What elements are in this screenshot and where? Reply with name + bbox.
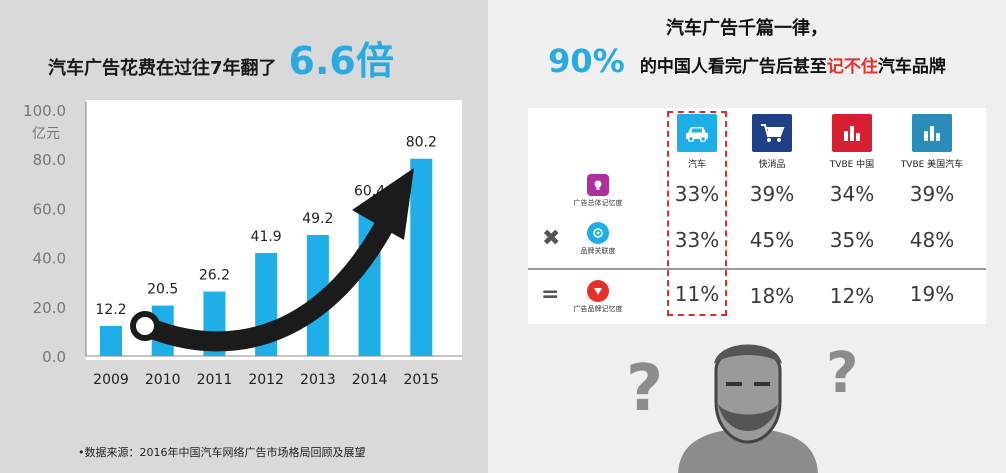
column-header-tvbe-us-auto: TVBE 美国汽车 bbox=[892, 114, 972, 170]
row-header-brand-link: 品牌关联度 bbox=[563, 222, 633, 256]
right-title-part1: 的中国人看完广告后甚至 bbox=[639, 57, 827, 77]
brand-icon bbox=[587, 222, 609, 244]
bar bbox=[100, 325, 122, 356]
right-title-line1: 汽车广告千篇一律， bbox=[666, 18, 828, 39]
car-column-highlight bbox=[667, 111, 727, 316]
y-tick-label: 40.0 bbox=[33, 250, 66, 268]
data-source: •数据来源：2016年中国汽车网络广告市场格局回顾及展望 bbox=[78, 446, 366, 459]
table-cell: 34% bbox=[829, 182, 875, 206]
table-cell: 39% bbox=[909, 182, 955, 206]
table-cell: 33% bbox=[674, 228, 720, 252]
growth-arrow-start bbox=[130, 311, 160, 341]
x-tick-label: 2013 bbox=[300, 372, 336, 388]
car-icon bbox=[677, 114, 717, 152]
table-cell: 12% bbox=[829, 284, 875, 308]
question-mark-icon: ? bbox=[826, 341, 858, 406]
bar-chart: 0.0 20.0 40.0 60.0 80.0 100.0 亿元 2009 12.2 2010 2… bbox=[23, 100, 462, 388]
right-title-part2: 汽车品牌 bbox=[877, 57, 946, 77]
column-label: TVBE 美国汽车 bbox=[900, 160, 964, 170]
right-title-red: 记不住 bbox=[826, 57, 878, 77]
data-label: 20.5 bbox=[147, 282, 178, 298]
table-cell: 11% bbox=[674, 282, 720, 306]
bar-chart-icon bbox=[912, 114, 952, 152]
row-header-brand-memory: 广告品牌记忆度 bbox=[563, 280, 633, 314]
right-title-line2: 90% 的中国人看完广告后甚至记不住汽车品牌 bbox=[488, 42, 1006, 80]
x-tick-label: 2015 bbox=[403, 372, 439, 388]
right-title-percent: 90% bbox=[548, 42, 625, 80]
data-label: 41.9 bbox=[251, 229, 282, 245]
x-tick-label: 2014 bbox=[352, 372, 388, 388]
left-title-text: 汽车广告花费在过往7年翻了 bbox=[48, 58, 277, 79]
brand-memory-icon bbox=[587, 280, 609, 302]
y-tick-label: 0.0 bbox=[42, 348, 66, 366]
row-label: 广告总体记忆度 bbox=[573, 199, 623, 207]
row-label: 广告品牌记忆度 bbox=[573, 305, 623, 313]
x-tick-label: 2011 bbox=[197, 372, 233, 388]
confused-person-illustration: ? ? bbox=[626, 341, 858, 473]
bar-chart-icon bbox=[832, 114, 872, 152]
table-divider bbox=[528, 268, 986, 270]
row-label: 品牌关联度 bbox=[580, 247, 616, 255]
table-cell: 48% bbox=[909, 228, 955, 252]
memory-icon bbox=[587, 174, 609, 196]
y-tick-label: 100.0 bbox=[23, 102, 66, 120]
table-cell: 19% bbox=[909, 282, 955, 306]
right-panel: 汽车广告千篇一律， 90% 的中国人看完广告后甚至记不住汽车品牌 汽车 快消品 … bbox=[488, 0, 1006, 473]
left-panel: 汽车广告花费在过往7年翻了 6.6倍 0.0 20.0 40.0 60.0 80.0 10… bbox=[0, 0, 488, 473]
y-tick-label: 20.0 bbox=[33, 299, 66, 317]
column-label: TVBE 中国 bbox=[829, 160, 875, 170]
row-header-ad-memory: 广告总体记忆度 bbox=[563, 174, 633, 208]
equals-icon: = bbox=[541, 282, 560, 307]
table-cell: 45% bbox=[749, 228, 795, 252]
growth-arrow-curve bbox=[135, 195, 405, 352]
cart-icon bbox=[752, 114, 792, 152]
column-label: 汽车 bbox=[687, 160, 706, 170]
column-header-fmcg: 快消品 bbox=[732, 114, 812, 170]
growth-arrow bbox=[130, 168, 414, 352]
x-tick-label: 2009 bbox=[93, 372, 129, 388]
left-title-highlight: 6.6倍 bbox=[288, 39, 394, 83]
y-axis-label: 亿元 bbox=[32, 126, 60, 142]
table-cell: 33% bbox=[674, 182, 720, 206]
y-tick-label: 80.0 bbox=[33, 151, 66, 169]
table-cell: 35% bbox=[829, 228, 875, 252]
y-tick-label: 60.0 bbox=[33, 200, 66, 218]
table-cell: 18% bbox=[749, 284, 795, 308]
person-icon bbox=[678, 344, 818, 473]
column-label: 快消品 bbox=[758, 160, 786, 170]
left-title: 汽车广告花费在过往7年翻了 6.6倍 bbox=[48, 30, 394, 83]
x-tick-label: 2012 bbox=[248, 372, 284, 388]
multiply-icon: ✖ bbox=[542, 226, 561, 251]
column-header-car: 汽车 bbox=[657, 114, 737, 170]
growth-arrow-head bbox=[352, 168, 414, 240]
x-tick-label: 2010 bbox=[145, 372, 181, 388]
column-header-tvbe-china: TVBE 中国 bbox=[812, 114, 892, 170]
bar bbox=[410, 158, 433, 356]
data-label: 12.2 bbox=[95, 302, 126, 318]
question-mark-icon: ? bbox=[626, 352, 663, 426]
data-label: 49.2 bbox=[302, 211, 333, 227]
table-cell: 39% bbox=[749, 182, 795, 206]
data-label: 80.2 bbox=[406, 135, 437, 151]
data-label: 26.2 bbox=[199, 268, 230, 284]
memory-table: 汽车 快消品 TVBE 中国 TVBE 美国汽车 广告总体记忆度 bbox=[528, 108, 986, 324]
